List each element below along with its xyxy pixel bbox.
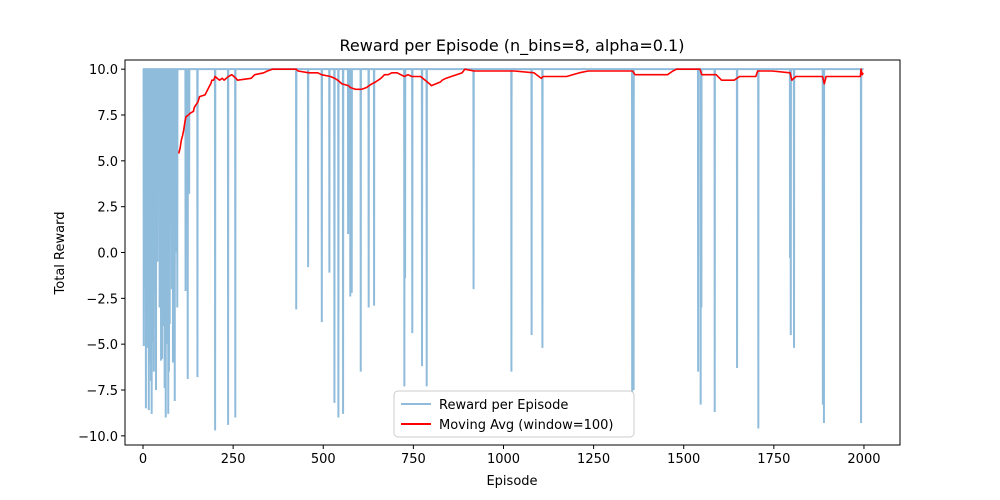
- legend: Reward per Episode Moving Avg (window=10…: [393, 390, 635, 438]
- x-tick-label: 1000: [487, 452, 520, 467]
- y-axis-ticks: −10.0 −7.5 −5.0 −2.5 0.0 2.5 5.0 7.5 10.0: [78, 63, 125, 445]
- y-axis-label: Total Reward: [53, 212, 68, 296]
- y-tick-label: −5.0: [86, 338, 118, 353]
- plot-frame: [124, 59, 901, 446]
- x-axis-label: Episode: [486, 474, 537, 489]
- y-tick-label: 7.5: [97, 109, 118, 124]
- legend-box: [393, 390, 635, 438]
- x-tick-label: 1500: [667, 452, 700, 467]
- y-tick-label: −2.5: [86, 292, 118, 307]
- series-reward-per-episode-line: [142, 68, 864, 431]
- series-moving-avg-line: [177, 68, 864, 154]
- legend-label-moving-avg: Moving Avg (window=100): [439, 418, 613, 433]
- x-tick-label: 2000: [847, 452, 880, 467]
- x-tick-label: 1750: [757, 452, 790, 467]
- y-tick-label: 10.0: [89, 63, 118, 78]
- x-axis-ticks: 0 250 500 750 1000 1250 1500 1750 2000: [139, 445, 881, 467]
- x-tick-label: 250: [221, 452, 246, 467]
- y-tick-label: 0.0: [97, 247, 118, 262]
- y-tick-label: 5.0: [97, 155, 118, 170]
- y-tick-label: −10.0: [78, 430, 118, 445]
- y-tick-label: −7.5: [86, 384, 118, 399]
- legend-label-reward: Reward per Episode: [439, 398, 568, 413]
- x-tick-label: 1250: [577, 452, 610, 467]
- x-tick-label: 750: [401, 452, 426, 467]
- x-tick-label: 500: [311, 452, 336, 467]
- y-tick-label: 2.5: [97, 201, 118, 216]
- x-tick-label: 0: [139, 452, 147, 467]
- series-layer: [142, 68, 864, 431]
- chart-title: Reward per Episode (n_bins=8, alpha=0.1): [340, 36, 685, 56]
